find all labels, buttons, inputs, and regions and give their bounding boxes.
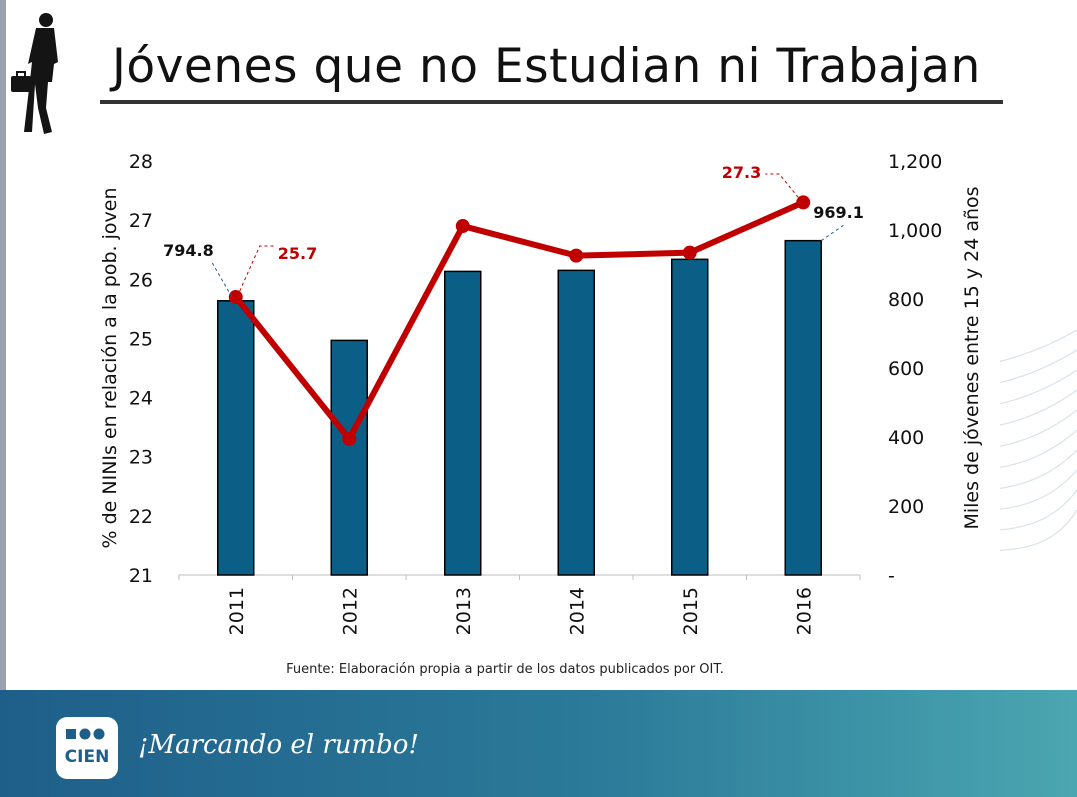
y-right-tick-label: 800 [888, 289, 924, 311]
y-left-axis-title: % de NINIs en relación a la pob. joven [99, 187, 121, 548]
line-point-2013 [455, 219, 470, 234]
x-tick-label: 2014 [566, 587, 588, 635]
y-right-tick-label: 400 [888, 427, 924, 449]
footer-banner: CIEN ¡Marcando el rumbo! [0, 690, 1077, 797]
bar-label-leader [820, 223, 846, 242]
y-right-tick-label: 1,000 [888, 220, 942, 242]
bar-2014 [557, 269, 595, 576]
line-label-leader [765, 173, 799, 198]
y-left-tick-label: 21 [129, 565, 153, 587]
source-note: Fuente: Elaboración propia a partir de l… [286, 662, 724, 677]
combo-chart: 21 22 23 24 25 26 27 28 - 200 400 600 800 1,000 1,200%… [60, 134, 1000, 654]
slogan: ¡Marcando el rumbo! [138, 730, 419, 760]
left-accent-strip [0, 0, 6, 690]
logo-text: CIEN [65, 747, 110, 767]
bar-label-leader [211, 261, 233, 298]
bar-data-label: 794.8 [163, 241, 214, 260]
line-point-2012 [342, 431, 357, 446]
line-series [233, 199, 805, 442]
line-point-2016 [796, 195, 811, 210]
x-tick-label: 2011 [226, 587, 248, 635]
businessman-icon [11, 13, 58, 134]
y-right-tick-label: 1,200 [888, 151, 942, 173]
line-point-2014 [569, 248, 584, 263]
title-divider [100, 100, 1003, 104]
y-left-tick-label: 26 [129, 269, 153, 291]
line-label-leader [239, 245, 274, 292]
y-right-tick-label: 600 [888, 358, 924, 380]
line-data-label: 27.3 [722, 163, 761, 182]
y-left-tick-label: 28 [129, 151, 153, 173]
page-title: Jóvenes que no Estudian ni Trabajan [112, 39, 981, 94]
y-right-tick-label: - [888, 565, 895, 587]
bar-data-label: 969.1 [813, 203, 864, 222]
x-tick-label: 2015 [680, 587, 702, 635]
y-left-tick-label: 24 [129, 388, 153, 410]
bar-2011 [217, 300, 255, 576]
line-data-label: 25.7 [278, 244, 317, 263]
bar-2015 [671, 258, 709, 576]
y-left-tick-label: 23 [129, 447, 153, 469]
line-point-2011 [228, 290, 243, 305]
bar-2013 [444, 270, 482, 576]
x-tick-label: 2012 [339, 587, 361, 635]
x-tick-label: 2016 [793, 587, 815, 635]
y-right-tick-label: 200 [888, 496, 924, 518]
x-tick-label: 2013 [453, 587, 475, 635]
y-right-axis-title: Miles de jóvenes entre 15 y 24 años [961, 186, 983, 529]
y-left-tick-label: 25 [129, 328, 153, 350]
cien-logo: CIEN [56, 717, 118, 779]
cien-logo-mark-icon: CIEN [65, 728, 110, 767]
bar-2016 [784, 239, 822, 576]
bar-2012 [330, 339, 368, 576]
y-left-tick-label: 22 [129, 506, 153, 528]
line-point-2015 [682, 245, 697, 260]
y-left-tick-label: 27 [129, 210, 153, 232]
